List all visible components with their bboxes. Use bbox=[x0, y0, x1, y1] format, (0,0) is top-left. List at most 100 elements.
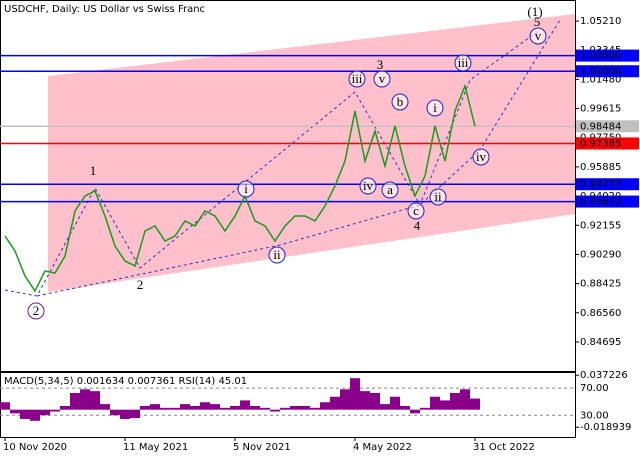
macd-bar bbox=[250, 405, 260, 410]
macd-bar bbox=[320, 402, 330, 410]
y2-tick-label: 70.00 bbox=[580, 383, 609, 394]
macd-bar bbox=[90, 391, 100, 410]
macd-bar bbox=[110, 409, 120, 416]
wave-circle bbox=[472, 148, 490, 166]
wave-circle bbox=[381, 181, 399, 199]
y-tick-label: 0.88425 bbox=[580, 279, 621, 290]
wave-label: v bbox=[379, 71, 386, 86]
wave-circle bbox=[268, 246, 286, 264]
y-tick-label: 0.86560 bbox=[580, 308, 621, 319]
macd-bar bbox=[20, 409, 30, 419]
wave-label: 4 bbox=[414, 218, 421, 233]
macd-bar bbox=[70, 393, 80, 410]
wave-circle bbox=[348, 70, 366, 88]
level-label: 0.93670 bbox=[580, 197, 621, 208]
wave-label: 2 bbox=[137, 277, 144, 292]
wave-label: ii bbox=[434, 189, 442, 204]
macd-bar bbox=[380, 404, 390, 410]
macd-bar bbox=[370, 393, 380, 410]
macd-bar bbox=[390, 396, 400, 410]
y-tick-label: -0.018939 bbox=[580, 422, 631, 433]
macd-bar bbox=[140, 405, 150, 410]
macd-bar bbox=[10, 409, 20, 414]
level-box bbox=[576, 178, 639, 191]
wave-label: 3 bbox=[377, 57, 384, 72]
macd-bar bbox=[440, 400, 450, 410]
y-tick-label: 0.90290 bbox=[580, 249, 621, 260]
wave-label: i bbox=[433, 100, 437, 115]
macd-bar bbox=[180, 404, 190, 410]
wave-label: iv bbox=[476, 149, 487, 164]
level-box bbox=[576, 137, 639, 150]
macd-bar bbox=[130, 409, 140, 419]
wave-label: a bbox=[387, 182, 393, 197]
wave-circle bbox=[529, 27, 547, 45]
macd-bar bbox=[240, 400, 250, 410]
x-tick-label: 11 May 2021 bbox=[123, 442, 188, 453]
wave-label: i bbox=[244, 181, 248, 196]
wave-label: iii bbox=[458, 55, 469, 70]
macd-bar bbox=[330, 396, 340, 410]
macd-bar bbox=[210, 404, 220, 410]
level-box bbox=[576, 120, 639, 133]
macd-bar bbox=[100, 404, 110, 410]
macd-bar bbox=[280, 407, 290, 410]
macd-bar bbox=[0, 402, 10, 410]
wave-label: 2 bbox=[33, 303, 40, 318]
y-tick-label: 0.95885 bbox=[580, 162, 621, 173]
wave-label: b bbox=[397, 94, 404, 109]
macd-bar bbox=[290, 405, 300, 410]
wave-circle bbox=[27, 302, 45, 320]
wave-circle bbox=[391, 93, 409, 111]
macd-bar bbox=[80, 389, 90, 410]
macd-bar bbox=[150, 404, 160, 410]
wave-label: iv bbox=[363, 178, 374, 193]
y-tick-label: 1.01480 bbox=[580, 74, 621, 85]
wave-label: v bbox=[535, 28, 542, 43]
main-frame bbox=[0, 0, 576, 372]
macd-bar bbox=[230, 405, 240, 410]
wave-label: 1 bbox=[90, 163, 97, 178]
macd-bar bbox=[260, 407, 270, 410]
wave-circle bbox=[454, 54, 472, 72]
macd-bar bbox=[50, 409, 60, 412]
macd-bar bbox=[300, 405, 310, 410]
level-label: 1.02000 bbox=[580, 66, 621, 77]
indicator-title: MACD(5,34,5) 0.001634 0.007361 RSI(14) 4… bbox=[4, 376, 247, 387]
wave-label: iii bbox=[352, 71, 363, 86]
price-channel bbox=[48, 14, 575, 292]
macd-bar bbox=[120, 409, 130, 419]
level-box bbox=[576, 49, 639, 62]
macd-bar bbox=[30, 409, 40, 421]
y2-tick-label: 30.00 bbox=[580, 410, 609, 421]
level-label: 0.94777 bbox=[580, 179, 621, 190]
wave-circle bbox=[407, 202, 425, 220]
macd-bar bbox=[360, 391, 370, 410]
macd-bar bbox=[60, 405, 70, 410]
level-box bbox=[576, 65, 639, 78]
wave-circle bbox=[373, 70, 391, 88]
y-tick-label: 0.92155 bbox=[580, 220, 621, 231]
macd-bar bbox=[340, 389, 350, 410]
wave-circle bbox=[237, 180, 255, 198]
y-tick-label: 1.05210 bbox=[580, 16, 621, 27]
wave-label: 5 bbox=[534, 14, 541, 29]
macd-bar bbox=[200, 402, 210, 410]
macd-bar bbox=[190, 405, 200, 410]
x-tick-label: 4 May 2022 bbox=[353, 442, 412, 453]
macd-bar bbox=[350, 378, 360, 410]
macd-bar bbox=[170, 407, 180, 410]
wave-label: c bbox=[413, 203, 419, 218]
macd-bar bbox=[420, 407, 430, 410]
wave-label: ii bbox=[273, 247, 281, 262]
y-tick-label: 0.037226 bbox=[580, 370, 628, 381]
level-label: 0.98484 bbox=[580, 121, 621, 132]
wave-label: (1) bbox=[527, 4, 542, 19]
level-box bbox=[576, 195, 639, 208]
level-label: 1.03000 bbox=[580, 51, 621, 62]
macd-bar bbox=[160, 407, 170, 410]
macd-bar bbox=[400, 405, 410, 410]
macd-bar bbox=[430, 396, 440, 410]
x-tick-label: 31 Oct 2022 bbox=[473, 442, 535, 453]
